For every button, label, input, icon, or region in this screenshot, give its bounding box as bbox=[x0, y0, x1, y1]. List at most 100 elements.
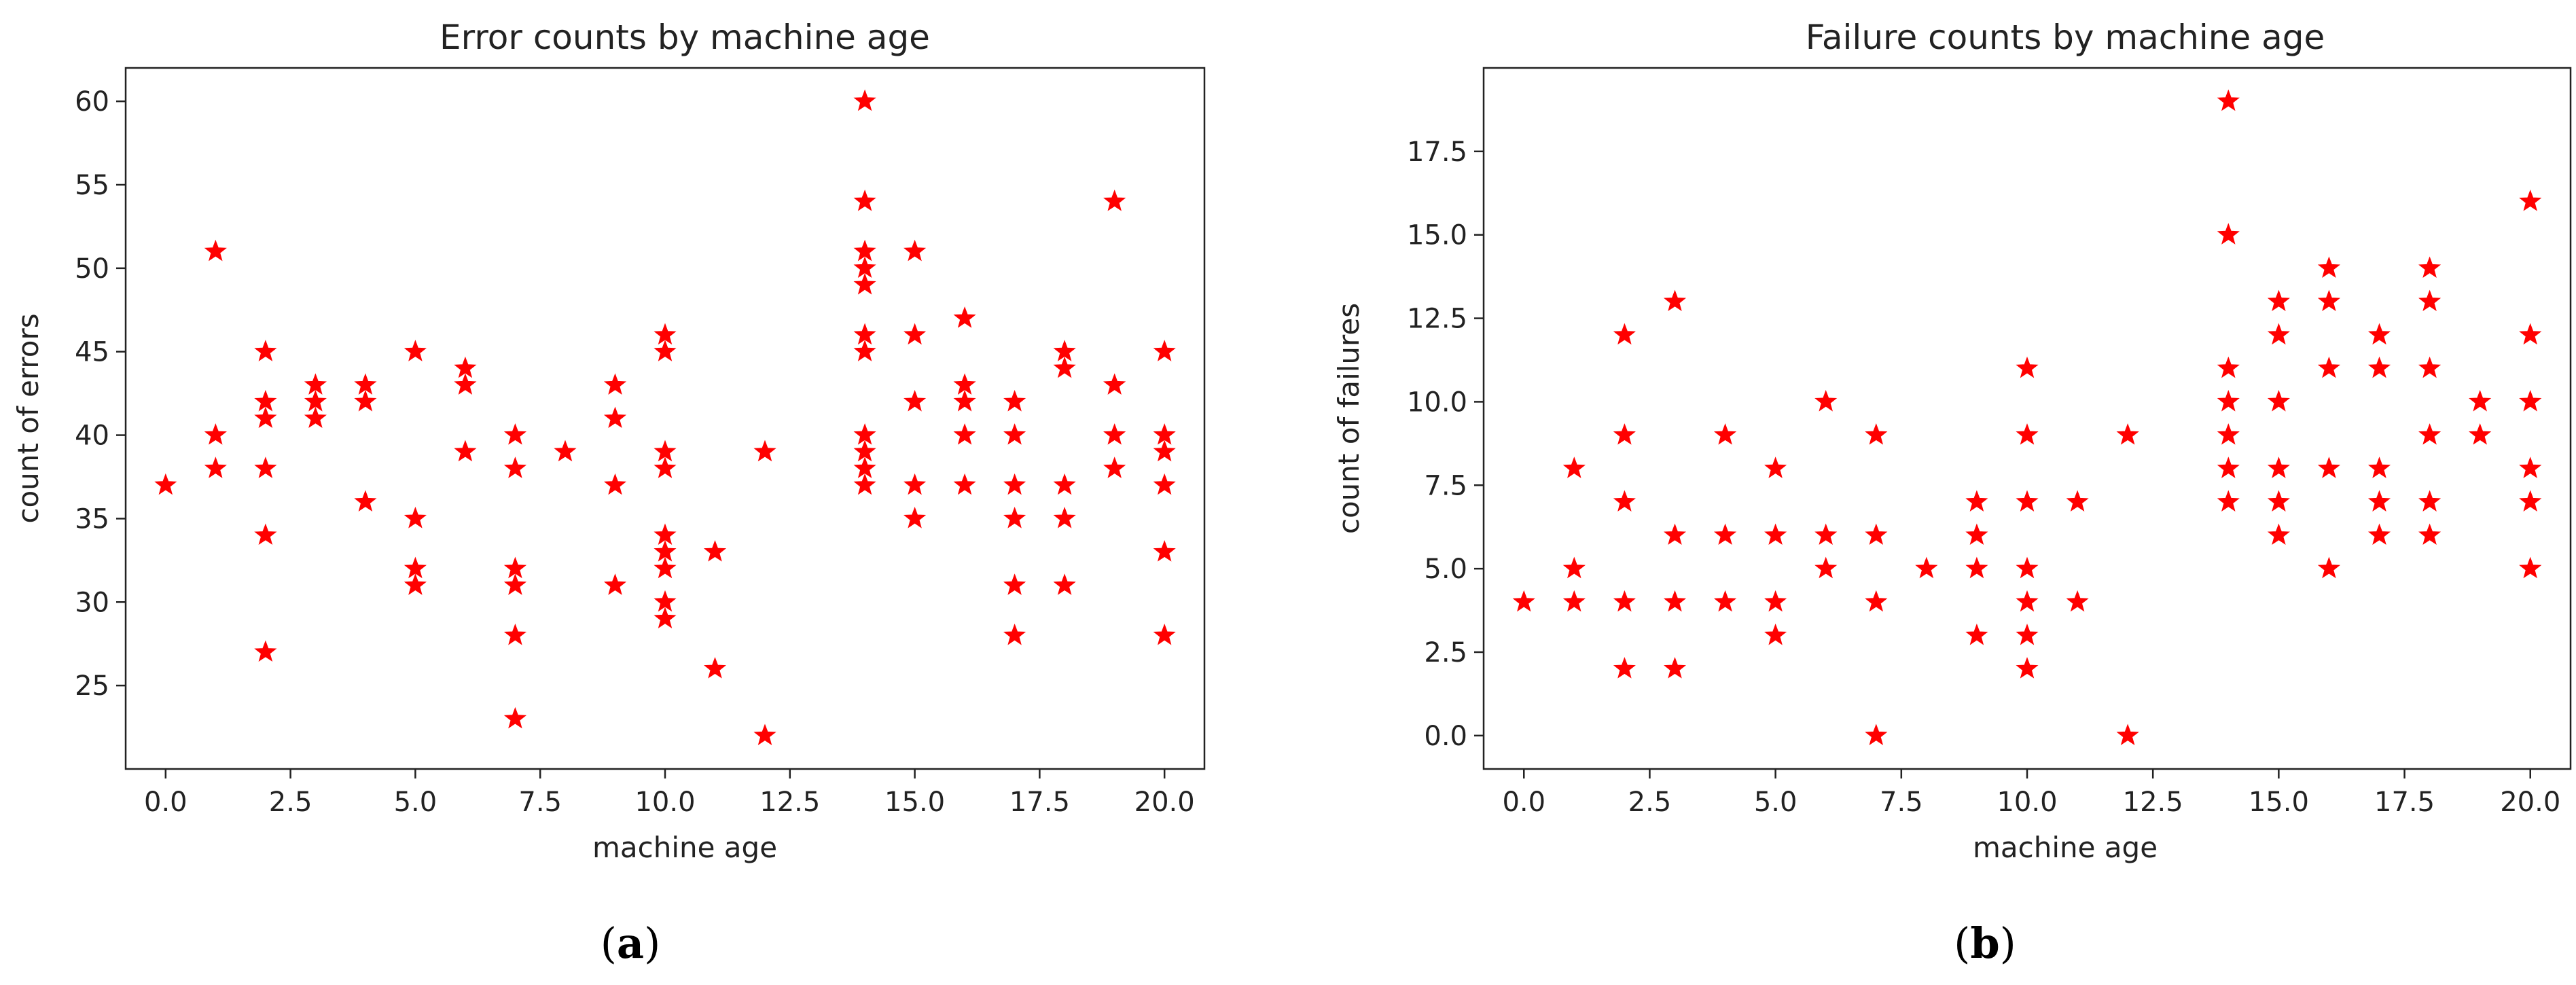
data-point-star bbox=[1764, 590, 1787, 612]
data-point-star bbox=[654, 323, 677, 345]
data-point-star bbox=[1965, 556, 1988, 579]
data-point-star bbox=[1003, 506, 1026, 529]
data-point-star bbox=[2317, 356, 2341, 378]
data-point-star bbox=[853, 440, 876, 462]
data-point-star bbox=[1965, 623, 1988, 645]
caption-letter: a bbox=[617, 918, 644, 968]
data-point-star bbox=[1814, 556, 1838, 579]
data-point-star bbox=[2317, 289, 2341, 312]
data-point-star bbox=[853, 239, 876, 262]
x-tick-label: 0.0 bbox=[1502, 787, 1545, 818]
data-point-star bbox=[654, 440, 677, 462]
x-tick-label: 10.0 bbox=[634, 787, 695, 818]
y-axis-label: count of errors bbox=[12, 313, 45, 523]
data-point-star bbox=[2317, 556, 2341, 579]
data-point-star bbox=[1915, 556, 1938, 579]
chart-panel-b: Failure counts by machine age 0.0 2.5 5.0 7… bbox=[1288, 0, 2576, 985]
x-tick-label: 5.0 bbox=[1754, 787, 1797, 818]
data-points bbox=[1512, 89, 2542, 745]
y-axis: 25 30 35 40 45 50 55 60 bbox=[75, 86, 126, 702]
data-point-star bbox=[853, 323, 876, 345]
data-point-star bbox=[1965, 523, 1988, 545]
x-tick-label: 15.0 bbox=[884, 787, 945, 818]
data-point-star bbox=[204, 456, 227, 478]
data-point-star bbox=[404, 340, 427, 361]
y-tick-label: 5.0 bbox=[1424, 554, 1467, 585]
data-point-star bbox=[603, 406, 627, 429]
data-point-star bbox=[2317, 256, 2341, 278]
data-point-star bbox=[1153, 623, 1176, 645]
data-point-star bbox=[1103, 190, 1126, 211]
data-point-star bbox=[1764, 523, 1787, 545]
data-point-star bbox=[953, 389, 976, 412]
y-tick-label: 50 bbox=[75, 253, 109, 285]
data-point-star bbox=[2367, 523, 2391, 545]
data-point-star bbox=[254, 640, 277, 662]
data-point-star bbox=[254, 389, 277, 412]
data-point-star bbox=[503, 423, 527, 445]
data-point-star bbox=[1153, 540, 1176, 562]
data-point-star bbox=[1103, 456, 1126, 478]
data-point-star bbox=[603, 573, 627, 595]
data-point-star bbox=[1562, 590, 1586, 612]
data-point-star bbox=[1613, 423, 1636, 445]
data-point-star bbox=[2066, 590, 2089, 612]
data-point-star bbox=[1003, 389, 1026, 412]
data-point-star bbox=[1814, 523, 1838, 545]
y-tick-label: 17.5 bbox=[1407, 137, 1467, 168]
data-point-star bbox=[2418, 490, 2441, 512]
data-point-star bbox=[1562, 456, 1586, 478]
data-point-star bbox=[503, 456, 527, 478]
data-point-star bbox=[1713, 523, 1737, 545]
data-point-star bbox=[204, 239, 227, 262]
data-point-star bbox=[2066, 490, 2089, 512]
x-tick-label: 7.5 bbox=[518, 787, 562, 818]
data-point-star bbox=[1865, 523, 1888, 545]
data-point-star bbox=[154, 473, 177, 495]
data-point-star bbox=[654, 540, 677, 562]
x-tick-label: 10.0 bbox=[1997, 787, 2057, 818]
x-tick-label: 20.0 bbox=[1134, 787, 1195, 818]
data-point-star bbox=[703, 657, 727, 679]
data-point-star bbox=[2016, 356, 2039, 378]
data-point-star bbox=[654, 340, 677, 361]
data-point-star bbox=[2267, 456, 2290, 478]
data-point-star bbox=[1613, 490, 1636, 512]
data-point-star bbox=[603, 473, 627, 495]
figure-caption-a: (a) bbox=[601, 918, 661, 968]
x-tick-label: 17.5 bbox=[1009, 787, 1070, 818]
caption-letter: b bbox=[1970, 918, 1999, 968]
y-axis-label: count of failures bbox=[1332, 303, 1365, 534]
data-point-star bbox=[1053, 506, 1076, 529]
data-point-star bbox=[1764, 623, 1787, 645]
data-point-star bbox=[1865, 723, 1888, 745]
data-point-star bbox=[503, 623, 527, 645]
data-point-star bbox=[1053, 340, 1076, 361]
y-tick-label: 2.5 bbox=[1424, 637, 1467, 668]
data-point-star bbox=[2367, 323, 2391, 345]
data-point-star bbox=[254, 340, 277, 361]
data-point-star bbox=[1003, 423, 1026, 445]
data-point-star bbox=[2217, 356, 2240, 378]
data-point-star bbox=[904, 473, 927, 495]
data-point-star bbox=[2267, 323, 2290, 345]
data-point-star bbox=[2418, 256, 2441, 278]
y-tick-label: 0.0 bbox=[1424, 721, 1467, 752]
data-point-star bbox=[2519, 556, 2542, 579]
y-tick-label: 55 bbox=[75, 170, 109, 201]
data-points bbox=[154, 89, 1176, 745]
data-point-star bbox=[2469, 389, 2492, 412]
data-point-star bbox=[753, 440, 776, 462]
data-point-star bbox=[1053, 573, 1076, 595]
data-point-star bbox=[1153, 473, 1176, 495]
data-point-star bbox=[1865, 590, 1888, 612]
x-tick-label: 12.5 bbox=[2123, 787, 2183, 818]
data-point-star bbox=[2267, 389, 2290, 412]
data-point-star bbox=[554, 440, 577, 462]
data-point-star bbox=[2116, 723, 2139, 745]
data-point-star bbox=[1053, 356, 1076, 378]
data-point-star bbox=[654, 590, 677, 612]
data-point-star bbox=[2016, 556, 2039, 579]
data-point-star bbox=[904, 323, 927, 345]
data-point-star bbox=[1103, 423, 1126, 445]
